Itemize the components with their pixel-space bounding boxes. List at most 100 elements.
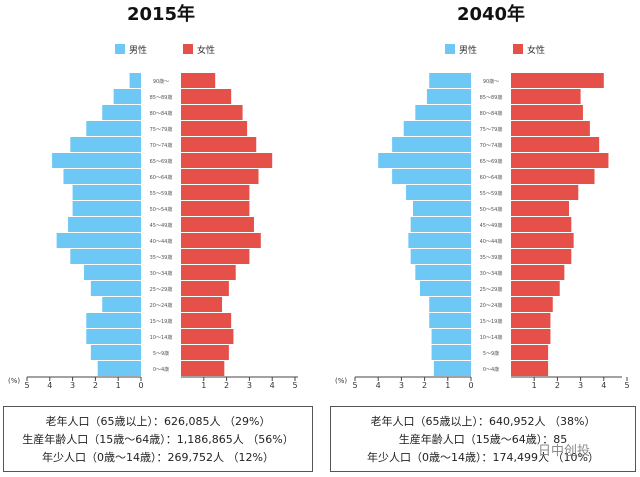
age-group-label: 55～59歳 (150, 190, 173, 197)
age-group-label: 55～59歳 (480, 190, 503, 197)
female-bar (511, 265, 565, 280)
age-group-label: 45～49歳 (480, 222, 503, 229)
female-bar (181, 265, 236, 280)
female-bar (511, 329, 551, 344)
male-bar (86, 313, 141, 328)
male-bar (72, 185, 141, 200)
x-tick-label: 2 (555, 381, 560, 390)
age-group-label: 20～24歳 (150, 302, 173, 309)
watermark-text: 日中创投 (538, 444, 591, 459)
age-group-label: 35～39歳 (150, 254, 173, 261)
x-tick-label: 1 (532, 381, 537, 390)
age-group-label: 45～49歳 (150, 222, 173, 229)
male-bar (63, 169, 142, 184)
legend-label-male: 男性 (459, 44, 477, 56)
x-tick-label: 3 (247, 381, 252, 390)
female-bar (181, 313, 232, 328)
male-bar (392, 137, 471, 152)
x-tick-label: 0 (468, 381, 473, 390)
female-bar (511, 281, 560, 296)
age-group-label: 40～44歳 (480, 238, 503, 245)
legend-swatch-male (115, 44, 125, 54)
male-bar (406, 185, 471, 200)
female-bar (511, 73, 604, 88)
female-bar (181, 73, 216, 88)
x-tick-label: 5 (24, 381, 29, 390)
legend-label-female: 女性 (527, 44, 545, 56)
age-group-label: 50～54歳 (480, 206, 503, 213)
age-group-label: 30～34歳 (480, 270, 503, 277)
female-bar (181, 201, 250, 216)
female-bar (181, 169, 259, 184)
female-bar (181, 345, 229, 360)
female-bar (181, 153, 273, 168)
female-bar (181, 185, 250, 200)
male-bar (68, 217, 141, 232)
age-group-label: 20～24歳 (480, 302, 503, 309)
age-group-label: 90歳～ (153, 78, 169, 85)
age-group-label: 85～89歳 (150, 94, 173, 101)
x-axis-label: (%) (8, 377, 20, 385)
male-bar (102, 297, 141, 312)
male-bar (431, 329, 471, 344)
age-group-label: 40～44歳 (150, 238, 173, 245)
female-bar (511, 153, 609, 168)
male-bar (56, 233, 141, 248)
legend-swatch-female (513, 44, 523, 54)
male-bar (410, 217, 471, 232)
age-group-label: 65～69歳 (150, 158, 173, 165)
female-bar (181, 329, 234, 344)
male-bar (52, 153, 141, 168)
age-group-label: 5～9歳 (483, 350, 499, 357)
x-tick-label: 1 (445, 381, 450, 390)
age-group-label: 75～79歳 (480, 126, 503, 133)
x-tick-label: 4 (601, 381, 606, 390)
summary-elderly: 老年人口（65歳以上）：640,952人 （38%） (370, 415, 596, 428)
female-bar (511, 105, 583, 120)
male-bar (113, 89, 141, 104)
age-group-label: 10～14歳 (480, 334, 503, 341)
x-tick-label: 5 (624, 381, 629, 390)
male-bar (426, 89, 471, 104)
summary-elderly: 老年人口（65歳以上）：626,085人 （29%） (45, 415, 271, 428)
x-tick-label: 4 (47, 381, 52, 390)
female-bar (181, 281, 229, 296)
x-axis-label: (%) (335, 377, 347, 385)
female-bar (511, 249, 572, 264)
x-tick-label: 3 (399, 381, 404, 390)
age-group-label: 65～69歳 (480, 158, 503, 165)
female-bar (511, 89, 581, 104)
x-tick-label: 3 (578, 381, 583, 390)
x-tick-label: 1 (116, 381, 121, 390)
x-tick-label: 3 (70, 381, 75, 390)
age-group-label: 80～84歳 (480, 110, 503, 117)
age-group-label: 0～4歳 (153, 366, 169, 373)
age-group-label: 30～34歳 (150, 270, 173, 277)
female-bar (511, 201, 569, 216)
male-bar (70, 249, 141, 264)
x-tick-label: 0 (138, 381, 143, 390)
female-bar (511, 345, 549, 360)
male-bar (378, 153, 471, 168)
male-bar (415, 105, 471, 120)
chart-title: 2015年 (127, 3, 195, 25)
male-bar (97, 361, 141, 376)
female-bar (181, 105, 243, 120)
female-bar (181, 361, 225, 376)
male-bar (433, 361, 471, 376)
x-tick-label: 4 (376, 381, 381, 390)
summary-working-age: 生産年齢人口（15歳～64歳）：85 (398, 433, 568, 446)
male-bar (72, 201, 141, 216)
female-bar (181, 297, 223, 312)
x-tick-label: 5 (292, 381, 297, 390)
chart-title: 2040年 (457, 3, 525, 25)
age-group-label: 0～4歳 (483, 366, 499, 373)
male-bar (86, 121, 141, 136)
male-bar (408, 233, 471, 248)
female-bar (511, 137, 600, 152)
x-tick-label: 5 (352, 381, 357, 390)
female-bar (511, 233, 574, 248)
legend-label-male: 男性 (129, 44, 147, 56)
summary-youth: 年少人口（0歳～14歳）：269,752人 （12%） (42, 451, 274, 464)
